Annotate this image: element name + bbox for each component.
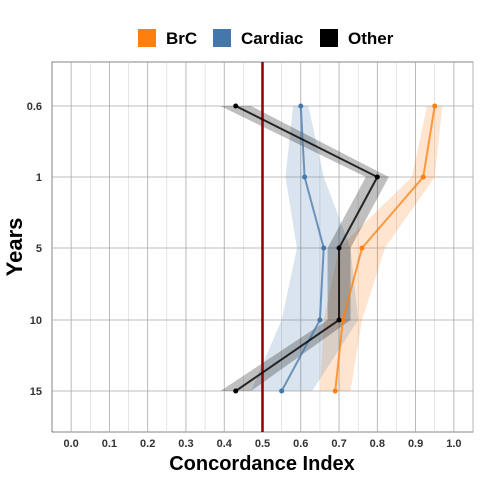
band-brc xyxy=(319,106,443,391)
point-other xyxy=(233,388,239,394)
legend-label-other: Other xyxy=(348,29,394,48)
series-points xyxy=(233,103,438,394)
x-tick-label: 0.2 xyxy=(140,438,155,450)
x-tick-label: 0.5 xyxy=(255,438,270,450)
point-brc xyxy=(432,103,438,109)
y-tick-label: 15 xyxy=(30,386,42,398)
point-brc xyxy=(340,317,346,323)
legend-label-brc: BrC xyxy=(166,29,197,48)
legend-swatch-cardiac xyxy=(213,29,231,47)
x-tick-label: 0.9 xyxy=(408,438,423,450)
x-tick-label: 0.4 xyxy=(217,438,233,450)
y-tick-label: 1 xyxy=(36,172,42,184)
x-axis-title: Concordance Index xyxy=(169,453,355,475)
point-cardiac xyxy=(317,317,323,323)
x-tick-label: 0.3 xyxy=(178,438,193,450)
x-tick-label: 0.8 xyxy=(370,438,385,450)
x-tick-label: 0.6 xyxy=(293,438,308,450)
point-cardiac xyxy=(321,245,327,251)
x-tick-label: 0.0 xyxy=(63,438,78,450)
legend-swatch-other xyxy=(320,29,338,47)
y-tick-label: 0.6 xyxy=(27,101,42,113)
point-other xyxy=(233,103,239,109)
point-other xyxy=(336,317,342,323)
y-tick-label: 10 xyxy=(30,315,42,327)
point-cardiac xyxy=(302,174,308,180)
point-other xyxy=(374,174,380,180)
legend-swatch-brc xyxy=(138,29,156,47)
legend: BrC Cardiac Other xyxy=(138,29,394,48)
band-other xyxy=(220,106,389,391)
y-tick-label: 5 xyxy=(36,243,42,255)
point-other xyxy=(336,245,342,251)
x-tick-label: 1.0 xyxy=(446,438,461,450)
confidence-bands xyxy=(220,106,443,391)
x-tick-labels: 0.0 0.1 0.2 0.3 0.4 0.5 0.6 0.7 0.8 0.9 1.0 xyxy=(63,438,461,450)
x-tick-label: 0.7 xyxy=(331,438,346,450)
point-brc xyxy=(359,245,365,251)
point-brc xyxy=(420,174,426,180)
band-cardiac xyxy=(251,106,359,391)
y-axis-title: Years xyxy=(2,218,27,277)
x-tick-label: 0.1 xyxy=(102,438,117,450)
legend-label-cardiac: Cardiac xyxy=(241,29,303,48)
point-cardiac xyxy=(298,103,304,109)
point-cardiac xyxy=(279,388,285,394)
point-brc xyxy=(332,388,338,394)
